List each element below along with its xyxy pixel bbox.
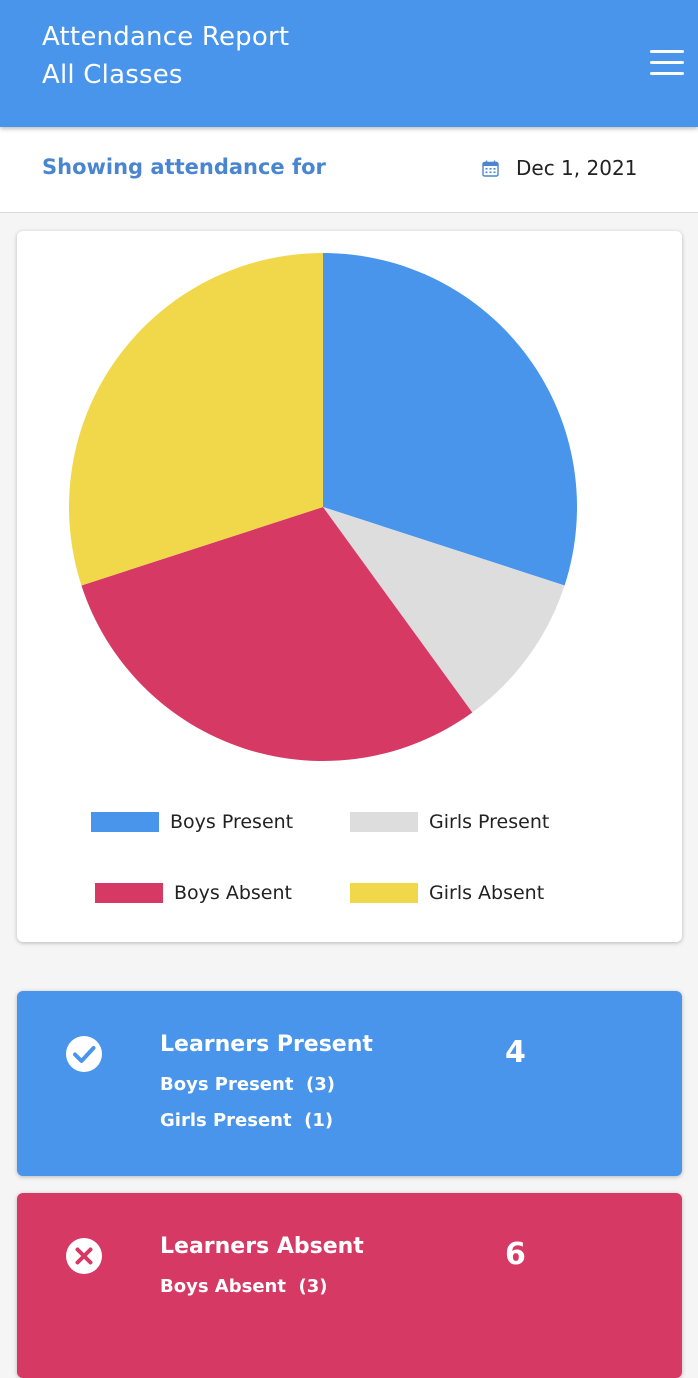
learners-absent-total: 6 (505, 1237, 526, 1272)
attendance-pie-chart (68, 253, 578, 762)
page-subtitle: All Classes (42, 60, 183, 90)
attendance-chart-card: Boys Present Girls Present Boys Absent G… (17, 231, 682, 942)
legend-label-boys-absent: Boys Absent (174, 882, 292, 904)
girls-present-count: (1) (304, 1110, 334, 1131)
girls-present-label: Girls Present (160, 1110, 292, 1131)
pie-slice-girls-present[interactable] (323, 507, 565, 713)
boys-present-line: Boys Present (3) (160, 1074, 335, 1095)
showing-attendance-label: Showing attendance for (42, 155, 326, 179)
girls-present-line: Girls Present (1) (160, 1110, 333, 1131)
header-title-block: Attendance Report All Classes (42, 18, 289, 94)
boys-absent-line: Boys Absent (3) (160, 1276, 328, 1297)
check-circle-icon (66, 1036, 102, 1072)
selected-date: Dec 1, 2021 (516, 156, 638, 180)
boys-absent-count: (3) (298, 1276, 328, 1297)
pie-slice-boys-absent[interactable] (81, 507, 473, 762)
date-picker[interactable]: Dec 1, 2021 (482, 153, 637, 183)
learners-present-card[interactable]: Learners Present Boys Present (3) Girls … (17, 991, 682, 1176)
pie-slice-girls-absent[interactable] (68, 253, 323, 586)
legend-label-girls-present: Girls Present (429, 811, 550, 833)
legend-item-girls-absent[interactable]: Girls Absent (350, 882, 544, 904)
legend-swatch-boys-present (91, 812, 159, 832)
boys-absent-label: Boys Absent (160, 1276, 286, 1297)
pie-slice-boys-present[interactable] (323, 253, 578, 586)
legend-label-boys-present: Boys Present (170, 811, 294, 833)
page-title: Attendance Report (42, 22, 290, 52)
app-header: Attendance Report All Classes (0, 0, 698, 127)
legend-label-girls-absent: Girls Absent (429, 882, 545, 904)
legend-item-boys-present[interactable]: Boys Present (91, 811, 293, 833)
hamburger-menu-icon[interactable] (648, 50, 686, 76)
x-circle-icon (66, 1238, 102, 1274)
learners-absent-title: Learners Absent (160, 1234, 364, 1259)
legend-item-girls-present[interactable]: Girls Present (350, 811, 549, 833)
learners-absent-card[interactable]: Learners Absent Boys Absent (3) 6 (17, 1193, 682, 1378)
calendar-icon (482, 160, 499, 177)
boys-present-count: (3) (305, 1074, 335, 1095)
legend-swatch-girls-absent (350, 883, 418, 903)
boys-present-label: Boys Present (160, 1074, 294, 1095)
legend-swatch-girls-present (350, 812, 418, 832)
filter-bar: Showing attendance for Dec 1, 2021 (0, 127, 698, 213)
legend-item-boys-absent[interactable]: Boys Absent (95, 882, 292, 904)
learners-present-total: 4 (505, 1035, 526, 1070)
legend-swatch-boys-absent (95, 883, 163, 903)
learners-present-title: Learners Present (160, 1032, 373, 1057)
